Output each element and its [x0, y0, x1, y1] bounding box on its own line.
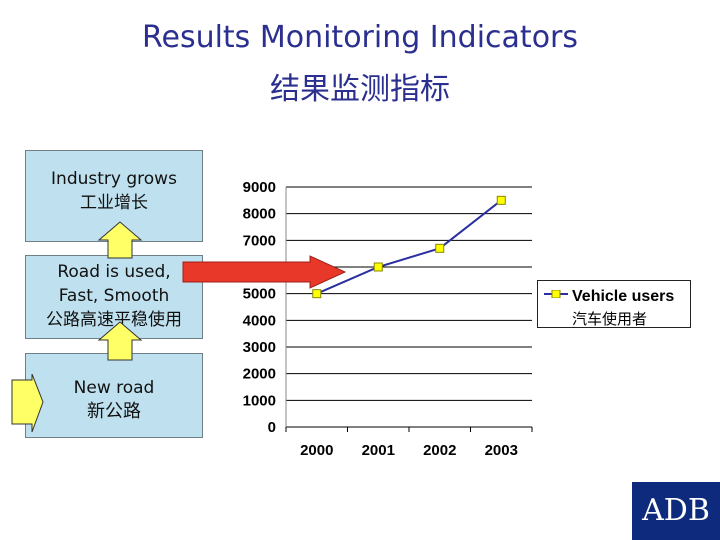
y-tick-label: 4000 — [243, 312, 276, 329]
adb-logo: ADB — [632, 482, 720, 540]
page-title: Results Monitoring Indicators — [141, 20, 579, 55]
up-arrow-icon — [97, 221, 143, 259]
legend-marker-icon — [544, 290, 568, 298]
page-title-chinese: 结果监测指标 — [270, 72, 450, 107]
box-road-used-label-2: Fast, Smooth — [58, 286, 170, 306]
box-industry-label: Industry grows — [51, 169, 177, 189]
x-tick-label: 2000 — [300, 442, 333, 459]
box-new-road: New road 新公路 — [25, 353, 203, 438]
series-line — [316, 199, 502, 295]
y-tick-label: 2000 — [243, 366, 276, 383]
legend-series-name: Vehicle users — [572, 288, 675, 305]
box-road-used-label: Road is used, — [57, 262, 171, 282]
up-arrow-icon — [97, 321, 143, 361]
box-road-used-label-zh: 公路高速平稳使用 — [46, 310, 182, 330]
data-point — [435, 243, 445, 253]
legend-series-name-zh: 汽车使用者 — [572, 310, 648, 328]
box-industry-label-zh: 工业增长 — [80, 193, 148, 213]
right-arrow-icon — [11, 373, 44, 433]
y-tick-label: 3000 — [243, 339, 276, 356]
box-new-road-label: New road — [73, 378, 155, 398]
chart-legend: Vehicle users 汽车使用者 — [537, 280, 691, 328]
red-arrow-icon — [182, 255, 347, 289]
data-point — [312, 289, 322, 299]
y-tick-label: 0 — [268, 419, 276, 436]
x-tick-label: 2003 — [485, 442, 518, 459]
data-point — [496, 195, 506, 205]
y-tick-label: 7000 — [243, 232, 276, 249]
y-tick-label: 1000 — [243, 392, 276, 409]
y-tick-label: 8000 — [243, 206, 276, 223]
box-new-road-label-zh: 新公路 — [87, 401, 141, 422]
data-point — [373, 262, 383, 272]
y-tick-label: 5000 — [243, 286, 276, 303]
x-tick-label: 2001 — [362, 442, 395, 459]
y-tick-label: 9000 — [243, 179, 276, 196]
x-tick-label: 2002 — [423, 442, 456, 459]
